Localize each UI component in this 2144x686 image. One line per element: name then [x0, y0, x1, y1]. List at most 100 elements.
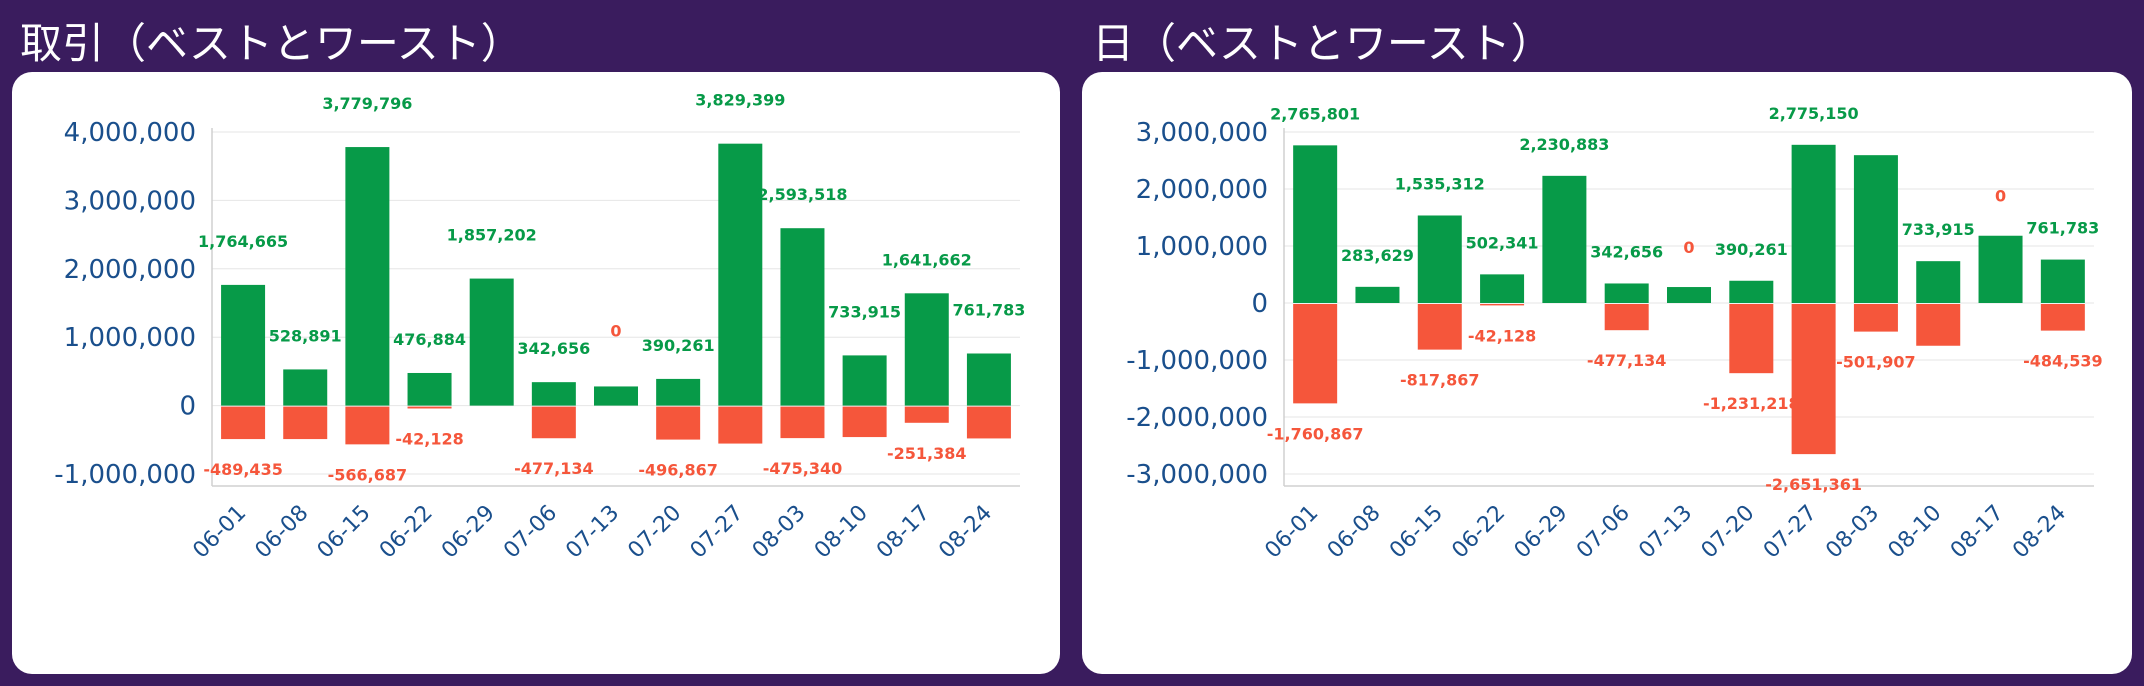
negative-data-label: -489,435: [203, 460, 283, 479]
positive-data-label: 2,593,518: [757, 185, 847, 204]
positive-bar: [842, 355, 887, 406]
positive-data-label: 283,629: [1341, 246, 1414, 265]
x-tick-label: 06-08: [1323, 501, 1386, 564]
x-tick-label: 07-13: [1634, 501, 1697, 564]
positive-bar: [656, 378, 701, 406]
positive-bar: [531, 382, 576, 406]
x-tick-label: 07-13: [561, 501, 624, 564]
positive-data-label: 390,261: [642, 336, 715, 355]
positive-data-label: 342,656: [1590, 242, 1663, 261]
positive-data-label: 761,783: [952, 300, 1025, 319]
x-tick-label: 06-15: [313, 501, 376, 564]
x-tick-label: 08-24: [2008, 501, 2071, 564]
negative-bar: [780, 406, 825, 439]
negative-bar: [1604, 304, 1649, 331]
negative-bar: [1293, 304, 1338, 404]
chart-card-days: 3,000,000 2,000,000 1,000,000 0 -1,000,000 -2…: [1082, 72, 2132, 674]
negative-data-label: -496,867: [638, 461, 718, 480]
x-tick-label: 08-17: [1946, 501, 2009, 564]
positive-bar: [1978, 235, 2023, 303]
y-tick-label: 1,000,000: [1136, 232, 1268, 262]
negative-data-label: -477,134: [514, 459, 594, 478]
negative-bar: [1791, 304, 1836, 455]
positive-bar: [345, 147, 390, 406]
positive-data-label: 476,884: [393, 330, 466, 349]
negative-bar: [656, 406, 701, 440]
positive-bar: [2040, 259, 2085, 303]
y-tick-label: -1,000,000: [54, 460, 196, 490]
x-tick-label: 07-27: [1759, 501, 1822, 564]
y-tick-label: 2,000,000: [1136, 175, 1268, 205]
y-tick-label: 2,000,000: [64, 255, 196, 285]
positive-bar: [1542, 175, 1587, 303]
positive-bar: [1853, 155, 1898, 303]
positive-data-label: 342,656: [517, 339, 590, 358]
trades-bar-chart: 4,000,000 3,000,000 2,000,000 1,000,000 0 -1,…: [54, 91, 1025, 564]
x-tick-label: 06-15: [1385, 501, 1448, 564]
positive-data-label: 3,779,796: [322, 94, 412, 113]
x-tick-label: 08-17: [872, 501, 935, 564]
negative-bar: [221, 406, 266, 440]
x-tick-label: 06-22: [375, 501, 438, 564]
positive-bar: [221, 284, 266, 406]
x-tick-label: 06-22: [1447, 501, 1510, 564]
positive-bar: [1667, 287, 1711, 303]
y-tick-label: -1,000,000: [1126, 346, 1268, 376]
negative-bar: [904, 406, 949, 423]
positive-bar: [1791, 144, 1836, 303]
y-tick-label: 0: [1251, 289, 1268, 319]
x-tick-label: 08-03: [1821, 501, 1884, 564]
y-tick-label: 0: [179, 392, 196, 422]
positive-bar: [1293, 145, 1338, 303]
positive-data-label: 0: [1995, 187, 2006, 206]
days-bar-chart: 3,000,000 2,000,000 1,000,000 0 -1,000,000 -2…: [1126, 104, 2103, 564]
negative-data-label: -1,760,867: [1267, 424, 1364, 443]
negative-bar: [1417, 304, 1462, 350]
negative-data-label: -1,231,218: [1703, 394, 1800, 413]
positive-data-label: 1,641,662: [882, 250, 972, 269]
positive-data-label: 502,341: [1466, 233, 1539, 252]
positive-data-label: 2,775,150: [1769, 104, 1859, 123]
x-tick-label: 06-29: [437, 501, 500, 564]
positive-data-label: 2,765,801: [1270, 104, 1360, 123]
y-tick-label: -2,000,000: [1126, 403, 1268, 433]
positive-bar: [1355, 286, 1400, 303]
x-tick-label: 07-06: [499, 501, 562, 564]
positive-data-label: 2,230,883: [1519, 135, 1609, 154]
x-tick-label: 07-20: [624, 501, 687, 564]
x-tick-label: 08-10: [1884, 501, 1947, 564]
negative-bar: [1853, 304, 1898, 332]
positive-data-label: 0: [610, 321, 621, 340]
positive-data-label: 0: [1683, 238, 1694, 257]
negative-data-label: -484,539: [2023, 352, 2103, 371]
negative-data-label: -501,907: [1836, 353, 1916, 372]
x-tick-label: 07-06: [1572, 501, 1635, 564]
negative-data-label: -477,134: [1587, 351, 1667, 370]
positive-data-label: 1,764,665: [198, 232, 288, 251]
x-tick-label: 06-08: [251, 501, 314, 564]
x-tick-label: 08-24: [934, 501, 997, 564]
negative-bar: [2040, 304, 2085, 331]
negative-bar: [1729, 304, 1774, 374]
positive-bar: [407, 372, 452, 406]
negative-data-label: -42,128: [395, 429, 463, 448]
negative-data-label: -566,687: [328, 465, 408, 484]
positive-data-label: 1,857,202: [447, 226, 537, 245]
x-tick-label: 08-10: [810, 501, 873, 564]
positive-bar: [1916, 261, 1961, 303]
negative-bar: [718, 406, 763, 444]
chart-title-days: 日（ベストとワースト）: [1092, 19, 1553, 68]
positive-data-label: 761,783: [2026, 219, 2099, 238]
negative-data-label: -475,340: [763, 459, 843, 478]
positive-bar: [1729, 280, 1774, 303]
y-tick-label: -3,000,000: [1126, 460, 1268, 490]
y-tick-label: 1,000,000: [64, 323, 196, 353]
negative-data-label: -251,384: [887, 444, 967, 463]
negative-bar: [407, 406, 452, 409]
positive-bar: [1417, 215, 1462, 303]
y-tick-label: 3,000,000: [64, 186, 196, 216]
y-tick-label: 4,000,000: [64, 118, 196, 148]
positive-data-label: 733,915: [828, 302, 901, 321]
chart-card-trades: 4,000,000 3,000,000 2,000,000 1,000,000 0 -1,…: [12, 72, 1060, 674]
positive-bar: [283, 369, 328, 406]
